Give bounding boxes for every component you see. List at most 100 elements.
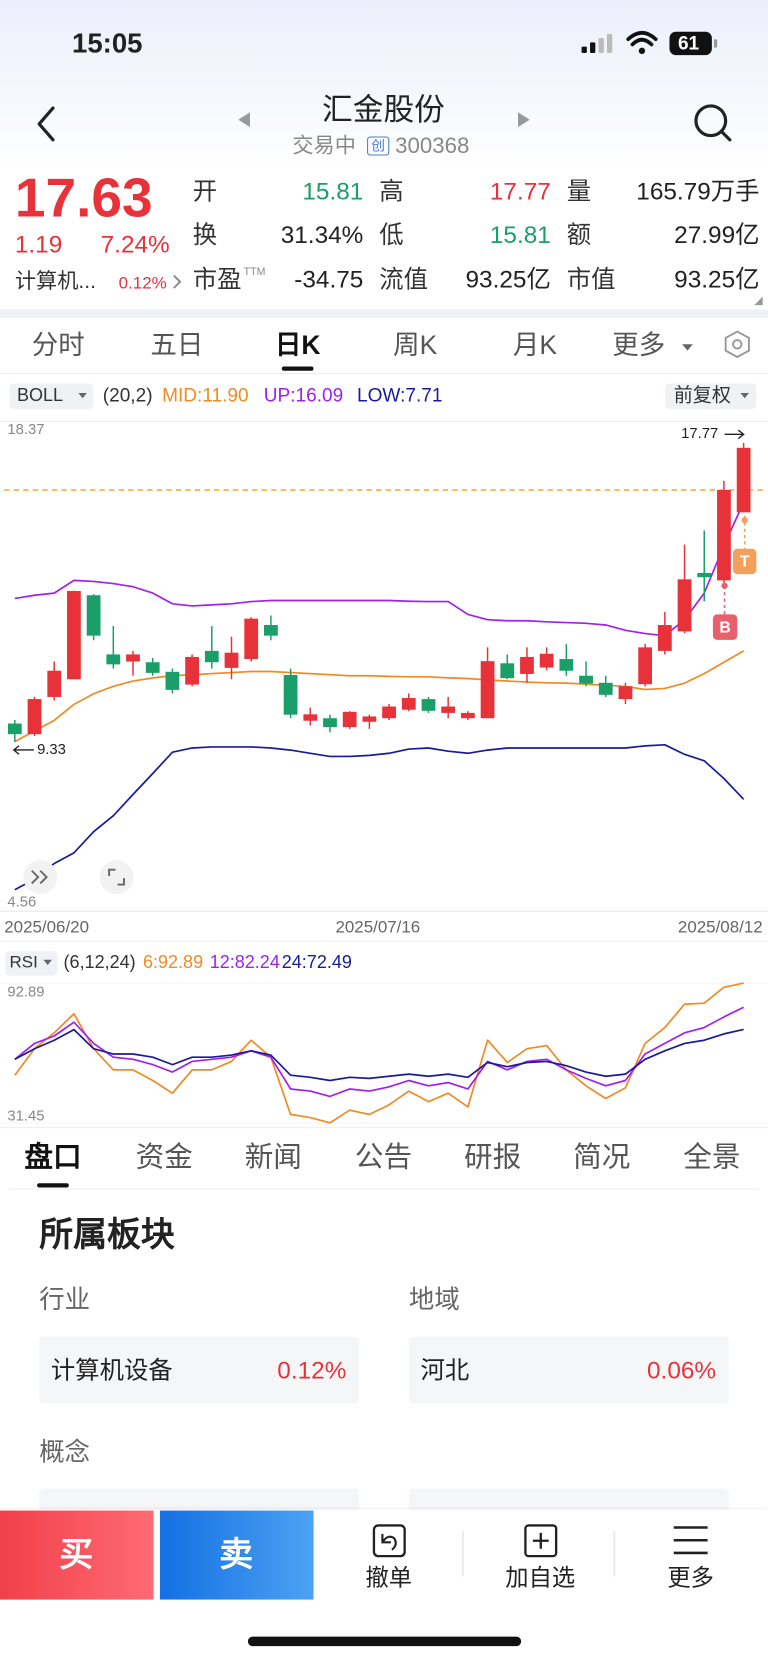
separator: [0, 309, 768, 318]
sell-button[interactable]: [159, 1510, 314, 1600]
info-tab[interactable]: 盘口: [24, 1141, 82, 1173]
candle-body: [579, 675, 593, 684]
field-value: 27.99亿: [674, 220, 760, 249]
buy-button[interactable]: [0, 1510, 154, 1600]
fullscreen-button: [99, 860, 134, 895]
candle-body: [303, 714, 318, 721]
min-label: 9.33: [37, 742, 66, 758]
candle-body: [736, 447, 751, 513]
legend-entry: 12:82.24: [209, 951, 280, 973]
action-label[interactable]: 撤单: [365, 1564, 413, 1591]
candle-body: [106, 654, 121, 665]
field-label: 市盈: [192, 265, 242, 293]
candle-body: [165, 671, 180, 690]
sector-card[interactable]: [408, 1336, 729, 1404]
sector-pct: 0.12%: [118, 274, 167, 293]
legend-entry: LOW:7.71: [356, 384, 443, 406]
signal-dot: [741, 516, 748, 524]
x-tick-label: 2025/07/16: [335, 917, 420, 936]
boll-line: [14, 502, 745, 637]
candle-body: [27, 699, 42, 735]
info-tab[interactable]: 简况: [573, 1141, 631, 1173]
y-tick-label: 4.56: [7, 894, 36, 910]
field-label-sup: TTM: [243, 266, 266, 279]
info-tab[interactable]: 公告: [354, 1141, 413, 1173]
candle-body: [7, 723, 22, 735]
candle-body: [342, 711, 357, 728]
candle-body: [401, 698, 416, 710]
candle-body: [559, 659, 574, 671]
last-price: 17.63: [14, 167, 153, 230]
field-value: 165.79万手: [636, 177, 760, 205]
sector-pct: 0.06%: [647, 1356, 717, 1384]
expand-icon: [31, 870, 48, 885]
corner-mark: [754, 296, 763, 306]
kline-tab[interactable]: 周K: [393, 330, 438, 361]
tab-indicator: [37, 1183, 69, 1188]
sector-card[interactable]: [39, 1336, 360, 1404]
field-value: 93.25亿: [674, 265, 760, 293]
field-label: 流值: [379, 265, 428, 293]
candle-body: [382, 706, 396, 719]
sector-name[interactable]: 计算机...: [14, 270, 97, 294]
legend-entry: UP:16.09: [263, 384, 344, 406]
price-change: 1.19: [14, 230, 63, 258]
candle-body: [539, 653, 554, 668]
sector-name: 计算机设备: [50, 1356, 173, 1384]
field-label: 低: [379, 220, 404, 249]
action-label[interactable]: 加自选: [505, 1564, 576, 1591]
kline-tab[interactable]: 日K: [274, 330, 321, 361]
sell-label[interactable]: 卖: [219, 1535, 254, 1574]
rsi-line: [14, 1006, 745, 1098]
candle-body: [224, 652, 239, 668]
x-tick-label: 2025/08/12: [678, 917, 763, 936]
rsi-line: [14, 1028, 744, 1082]
candle-body: [421, 699, 436, 711]
divider: [8, 1188, 760, 1190]
settings-icon: [724, 330, 750, 359]
field-value: 15.81: [489, 220, 551, 249]
action-label[interactable]: 更多: [667, 1564, 714, 1591]
candle-body: [598, 682, 613, 695]
stock-code: 300368: [395, 133, 470, 159]
buy-label[interactable]: 买: [59, 1535, 94, 1574]
trade-status: 交易中: [292, 134, 356, 158]
field-label: 额: [566, 220, 592, 249]
field-value: -34.75: [294, 265, 364, 293]
candle-body: [244, 618, 259, 660]
candle-body: [126, 654, 140, 662]
legend-entry: MID:11.90: [162, 384, 249, 406]
candle-body: [67, 590, 81, 680]
x-tick-label: 2025/06/20: [4, 917, 89, 936]
kline-tab[interactable]: 更多: [612, 330, 666, 361]
info-tab[interactable]: 新闻: [244, 1141, 302, 1173]
info-tab[interactable]: 资金: [135, 1141, 193, 1173]
candle-body: [441, 706, 456, 713]
sector-arrow: [173, 274, 182, 289]
max-label: 17.77: [681, 426, 718, 442]
info-tab[interactable]: 研报: [463, 1141, 522, 1173]
tab-indicator: [281, 366, 314, 371]
field-label: 量: [566, 177, 592, 205]
kline-tab[interactable]: 分时: [31, 330, 85, 361]
legend-entry: 6:92.89: [143, 951, 204, 973]
divider: [0, 1127, 768, 1129]
candle-body: [480, 661, 495, 719]
signal-text: T: [740, 554, 750, 571]
kline-tab[interactable]: 月K: [512, 330, 558, 361]
min-arrow: [12, 745, 34, 755]
info-tab[interactable]: 全景: [683, 1141, 741, 1173]
boll-line: [14, 743, 745, 891]
legend-entry: 24:72.49: [281, 951, 352, 973]
candle-body: [86, 595, 101, 636]
signal-badge: [712, 614, 738, 640]
signal-text: B: [719, 619, 730, 636]
field-label: 高: [379, 177, 404, 205]
kline-tab[interactable]: 五日: [150, 330, 204, 361]
candle-body: [618, 686, 633, 700]
candle-body: [283, 674, 298, 715]
field-label: 市值: [566, 265, 616, 293]
field-value: 93.25亿: [465, 265, 551, 293]
indicator-name: BOLL: [16, 385, 64, 406]
candle-body: [145, 662, 160, 673]
